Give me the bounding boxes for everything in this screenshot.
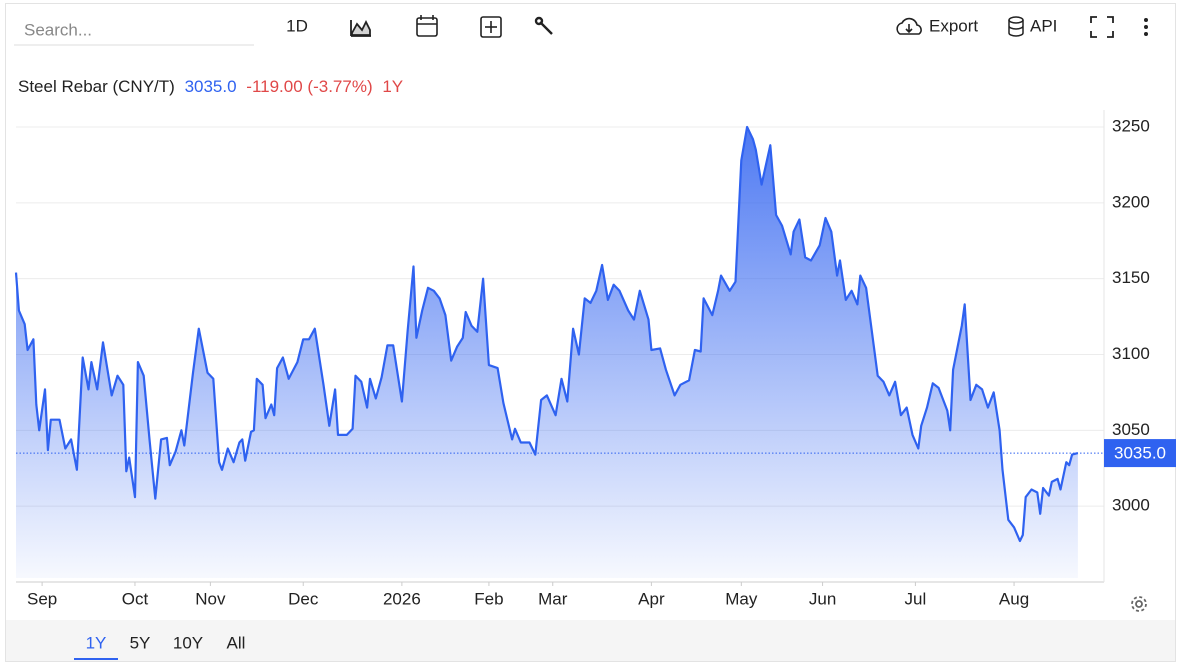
export-button[interactable]: Export	[896, 16, 978, 35]
period: 1Y	[382, 77, 403, 96]
change: -119.00 (-3.77%)	[246, 77, 372, 96]
price-line	[14, 125, 1079, 543]
calendar-icon[interactable]	[416, 15, 438, 37]
interval-button[interactable]: 1D	[286, 16, 308, 35]
current-box	[1104, 439, 1176, 468]
range-tab[interactable]: 10Y	[173, 633, 203, 652]
y-tick-label: 3000	[1112, 496, 1150, 515]
x-tick-label: Sep	[27, 589, 57, 608]
y-tick-label: 3100	[1112, 344, 1150, 363]
y-tick-label: 3050	[1112, 420, 1150, 439]
legend: Steel Rebar (CNY/T) 3035.0 -119.00 (-3.7…	[18, 77, 403, 96]
chart-type-icon[interactable]	[350, 19, 371, 37]
range-tab[interactable]: All	[227, 633, 246, 652]
current-value: 3035.0	[185, 77, 237, 96]
area	[16, 127, 1078, 578]
api-label[interactable]: API	[1030, 16, 1057, 35]
export-label[interactable]: Export	[929, 16, 978, 35]
settings-icon[interactable]	[1131, 596, 1147, 612]
x-tick-label: Feb	[474, 589, 503, 608]
search-input[interactable]: Search...	[24, 20, 92, 39]
y-tick-label: 3200	[1112, 192, 1150, 211]
add-indicator-icon[interactable]	[480, 16, 502, 38]
x-tick-label: Aug	[999, 589, 1029, 608]
x-tick-label: Dec	[288, 589, 319, 608]
y-tick-label: 3150	[1112, 268, 1150, 287]
menu-icon[interactable]	[1144, 18, 1148, 36]
range-bar	[6, 620, 1175, 661]
x-tick-label: 2026	[383, 589, 421, 608]
api-button[interactable]: API	[1008, 16, 1057, 37]
x-tick-label: Oct	[122, 589, 149, 608]
toolbar: Search... 1D Export API	[14, 15, 1148, 46]
tools-icon[interactable]	[534, 16, 553, 35]
fullscreen-icon[interactable]	[1090, 16, 1114, 38]
y-tick-label: 3250	[1112, 116, 1150, 135]
x-tick-label: Jun	[809, 589, 836, 608]
chart-title: Steel Rebar (CNY/T)	[18, 77, 175, 96]
x-tick-label: Jul	[905, 589, 927, 608]
range-tab[interactable]: 1Y	[86, 633, 107, 652]
x-tick-label: Mar	[538, 589, 568, 608]
current-box-label: 3035.0	[1114, 444, 1166, 463]
x-tick-label: Apr	[638, 589, 665, 608]
range-tabs: 1Y 5Y 10Y All	[74, 633, 246, 660]
x-tick-label: Nov	[195, 589, 226, 608]
range-tab[interactable]: 5Y	[130, 633, 151, 652]
plot	[14, 125, 1104, 578]
x-tick-label: May	[725, 589, 758, 608]
